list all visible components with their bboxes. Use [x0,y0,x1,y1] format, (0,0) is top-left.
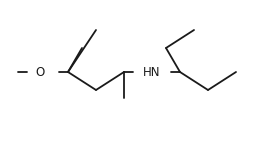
Text: O: O [35,66,45,78]
Text: HN: HN [143,66,161,78]
